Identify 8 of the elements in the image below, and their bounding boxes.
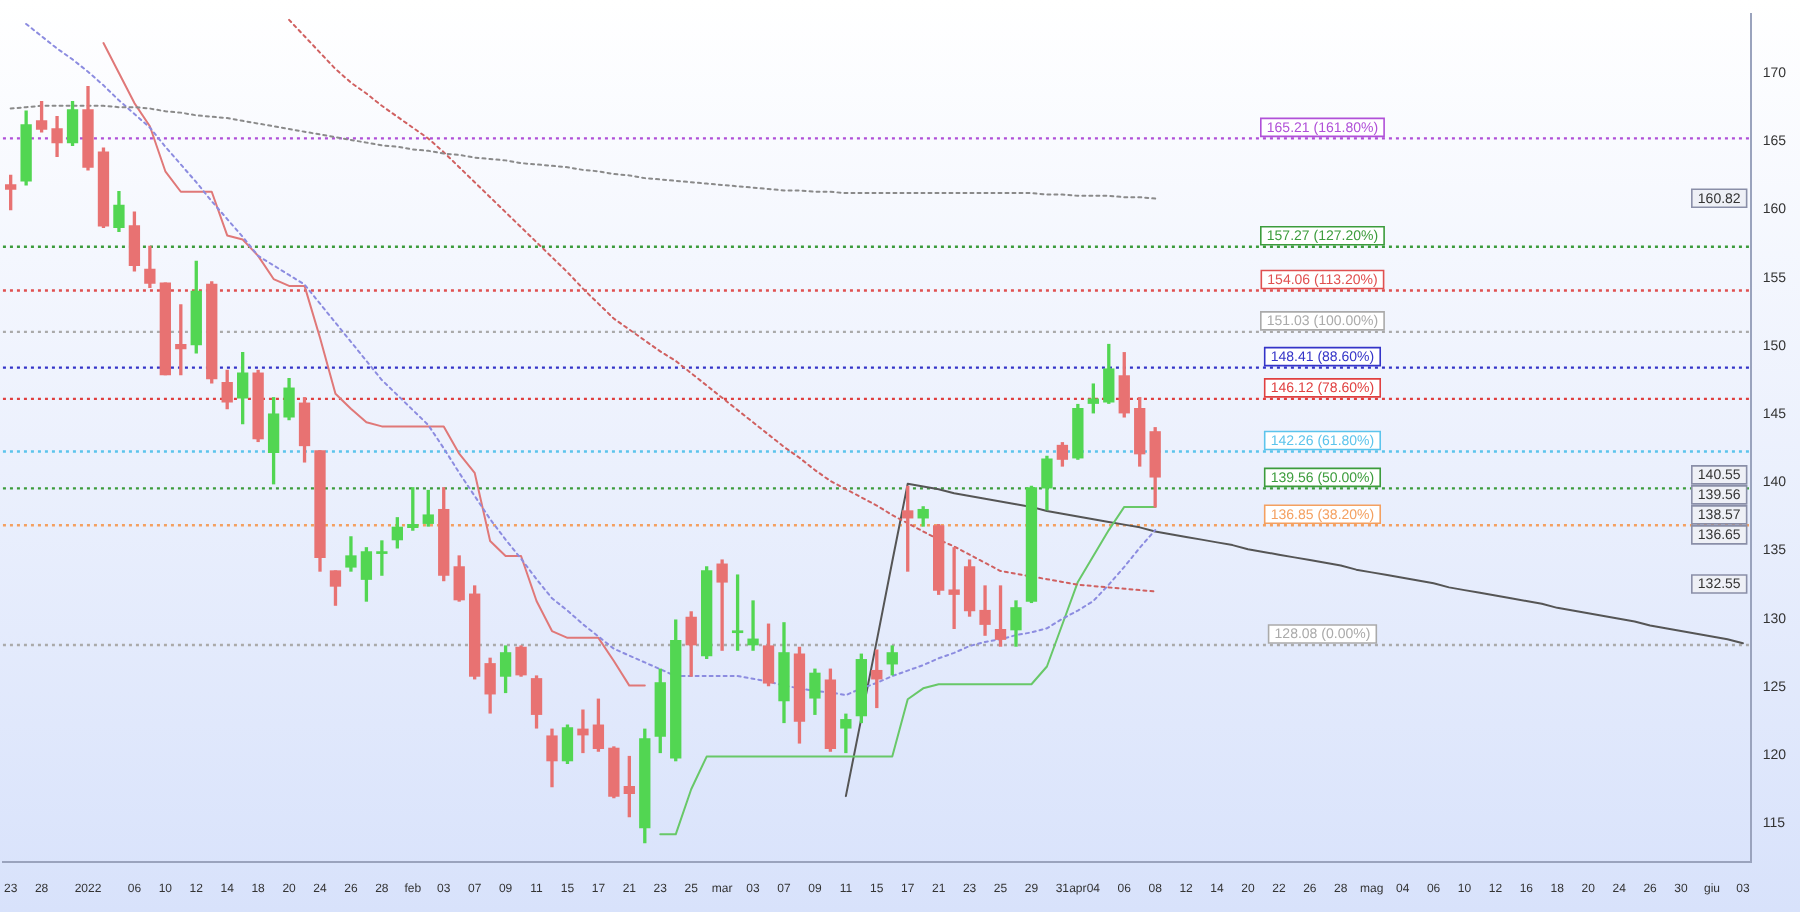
candlestick bbox=[716, 559, 728, 651]
line-series bbox=[9, 104, 1157, 200]
candlestick bbox=[577, 709, 589, 754]
candlestick bbox=[376, 540, 388, 576]
candlestick bbox=[747, 600, 759, 651]
candlestick bbox=[948, 547, 960, 629]
line-series bbox=[288, 18, 1157, 593]
line-series bbox=[25, 22, 1157, 697]
